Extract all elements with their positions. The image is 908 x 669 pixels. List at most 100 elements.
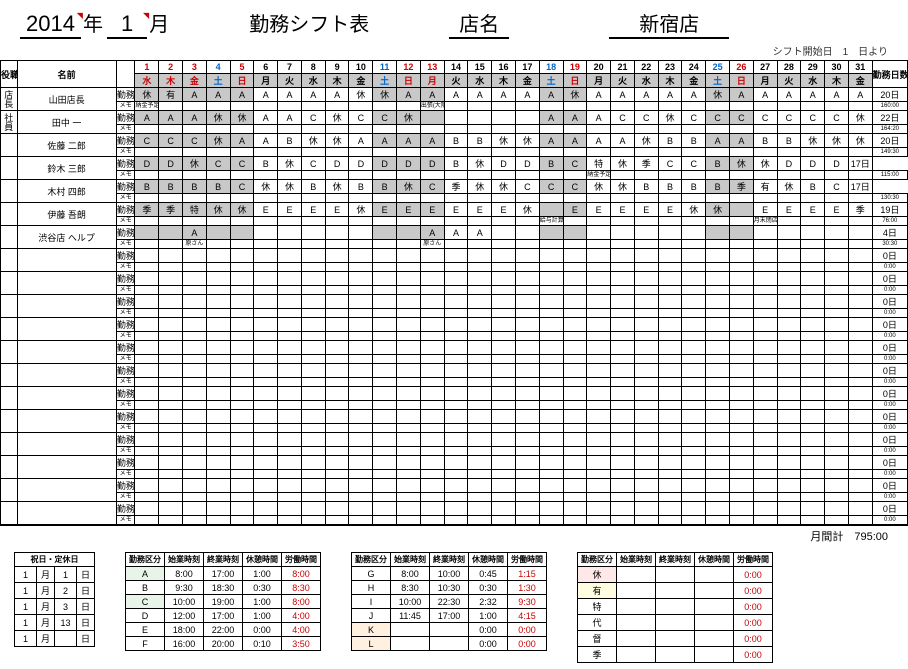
holiday-cell[interactable]: 1 (55, 567, 77, 583)
shift-cell[interactable] (420, 364, 444, 378)
shift-cell[interactable] (206, 272, 230, 286)
shift-cell[interactable]: 休 (230, 203, 254, 217)
shift-cell[interactable] (539, 410, 563, 424)
shift-cell[interactable] (634, 456, 658, 470)
shift-cell[interactable]: 季 (634, 157, 658, 171)
shift-cell[interactable] (325, 410, 349, 424)
shift-cell[interactable] (848, 295, 872, 309)
shift-cell[interactable] (468, 387, 492, 401)
shift-cell[interactable] (468, 456, 492, 470)
shift-cell[interactable]: B (183, 180, 207, 194)
shift-cell[interactable] (634, 387, 658, 401)
note-cell[interactable] (373, 102, 397, 111)
shift-cell[interactable] (444, 249, 468, 263)
note-cell[interactable] (777, 125, 801, 134)
shift-cell[interactable]: 休 (206, 111, 230, 125)
shift-cell[interactable]: B (777, 134, 801, 148)
holiday-cell[interactable]: 3 (55, 599, 77, 615)
note-cell[interactable] (254, 240, 278, 249)
shift-cell[interactable]: 休 (468, 180, 492, 194)
shift-cell[interactable]: A (135, 111, 159, 125)
note-cell[interactable] (563, 148, 587, 157)
shift-cell[interactable]: A (753, 88, 777, 102)
shift-cell[interactable] (848, 226, 872, 240)
shift-cell[interactable] (825, 387, 849, 401)
shift-cell[interactable]: 休 (658, 111, 682, 125)
shift-cell[interactable] (254, 272, 278, 286)
note-cell[interactable] (325, 125, 349, 134)
shift-cell[interactable] (135, 341, 159, 355)
shift-cell[interactable]: B (801, 180, 825, 194)
shift-cell[interactable] (301, 387, 325, 401)
shift-cell[interactable] (539, 203, 563, 217)
shift-cell[interactable] (397, 502, 421, 516)
note-cell[interactable] (729, 240, 753, 249)
shift-cell[interactable] (658, 364, 682, 378)
shift-cell[interactable] (278, 433, 302, 447)
note-cell[interactable] (373, 125, 397, 134)
shift-cell[interactable] (159, 341, 183, 355)
note-cell[interactable] (634, 194, 658, 203)
shift-cell[interactable] (753, 318, 777, 332)
shift-cell[interactable] (135, 387, 159, 401)
name-cell[interactable] (17, 341, 116, 364)
shift-cell[interactable] (206, 318, 230, 332)
shift-cell[interactable]: B (706, 157, 730, 171)
shift-cell[interactable]: B (658, 180, 682, 194)
shift-cell[interactable] (301, 364, 325, 378)
note-cell[interactable] (325, 171, 349, 180)
note-cell[interactable] (420, 148, 444, 157)
shift-cell[interactable] (706, 341, 730, 355)
shift-cell[interactable] (825, 295, 849, 309)
shift-cell[interactable] (539, 226, 563, 240)
shift-cell[interactable]: 休 (206, 203, 230, 217)
note-cell[interactable] (587, 102, 611, 111)
holiday-cell[interactable]: 13 (55, 615, 77, 631)
shift-cell[interactable] (563, 456, 587, 470)
holiday-cell[interactable]: 月 (37, 599, 55, 615)
shift-cell[interactable] (777, 295, 801, 309)
shift-cell[interactable] (444, 272, 468, 286)
shift-cell[interactable]: C (682, 111, 706, 125)
shift-cell[interactable]: 休 (230, 111, 254, 125)
shift-cell[interactable] (706, 433, 730, 447)
shift-cell[interactable]: B (159, 180, 183, 194)
note-cell[interactable] (278, 102, 302, 111)
shift-cell[interactable] (278, 387, 302, 401)
shift-cell[interactable] (301, 433, 325, 447)
shift-cell[interactable] (373, 502, 397, 516)
shift-cell[interactable] (492, 341, 516, 355)
shift-cell[interactable]: C (658, 157, 682, 171)
shift-cell[interactable] (539, 479, 563, 493)
note-cell[interactable] (634, 217, 658, 226)
shift-cell[interactable] (230, 226, 254, 240)
note-cell[interactable] (397, 171, 421, 180)
shift-cell[interactable] (515, 479, 539, 493)
shift-cell[interactable] (729, 456, 753, 470)
shift-cell[interactable] (325, 272, 349, 286)
holiday-cell[interactable]: 日 (77, 599, 95, 615)
note-cell[interactable] (492, 240, 516, 249)
shift-cell[interactable] (729, 295, 753, 309)
shift-cell[interactable] (183, 502, 207, 516)
shift-cell[interactable] (444, 479, 468, 493)
shift-cell[interactable]: E (825, 203, 849, 217)
note-cell[interactable] (825, 240, 849, 249)
shift-cell[interactable]: C (206, 157, 230, 171)
shift-cell[interactable] (729, 364, 753, 378)
name-cell[interactable] (17, 456, 116, 479)
holiday-cell[interactable]: 日 (77, 615, 95, 631)
shift-cell[interactable] (587, 502, 611, 516)
shift-cell[interactable]: 休 (373, 88, 397, 102)
note-cell[interactable] (349, 148, 373, 157)
note-cell[interactable] (777, 102, 801, 111)
shift-cell[interactable] (420, 433, 444, 447)
shift-cell[interactable] (468, 341, 492, 355)
shift-cell[interactable] (539, 249, 563, 263)
shift-cell[interactable]: A (444, 226, 468, 240)
note-cell[interactable] (515, 125, 539, 134)
shift-cell[interactable] (611, 456, 635, 470)
shift-cell[interactable] (301, 341, 325, 355)
holiday-cell[interactable]: 1 (15, 583, 37, 599)
shift-cell[interactable] (801, 318, 825, 332)
